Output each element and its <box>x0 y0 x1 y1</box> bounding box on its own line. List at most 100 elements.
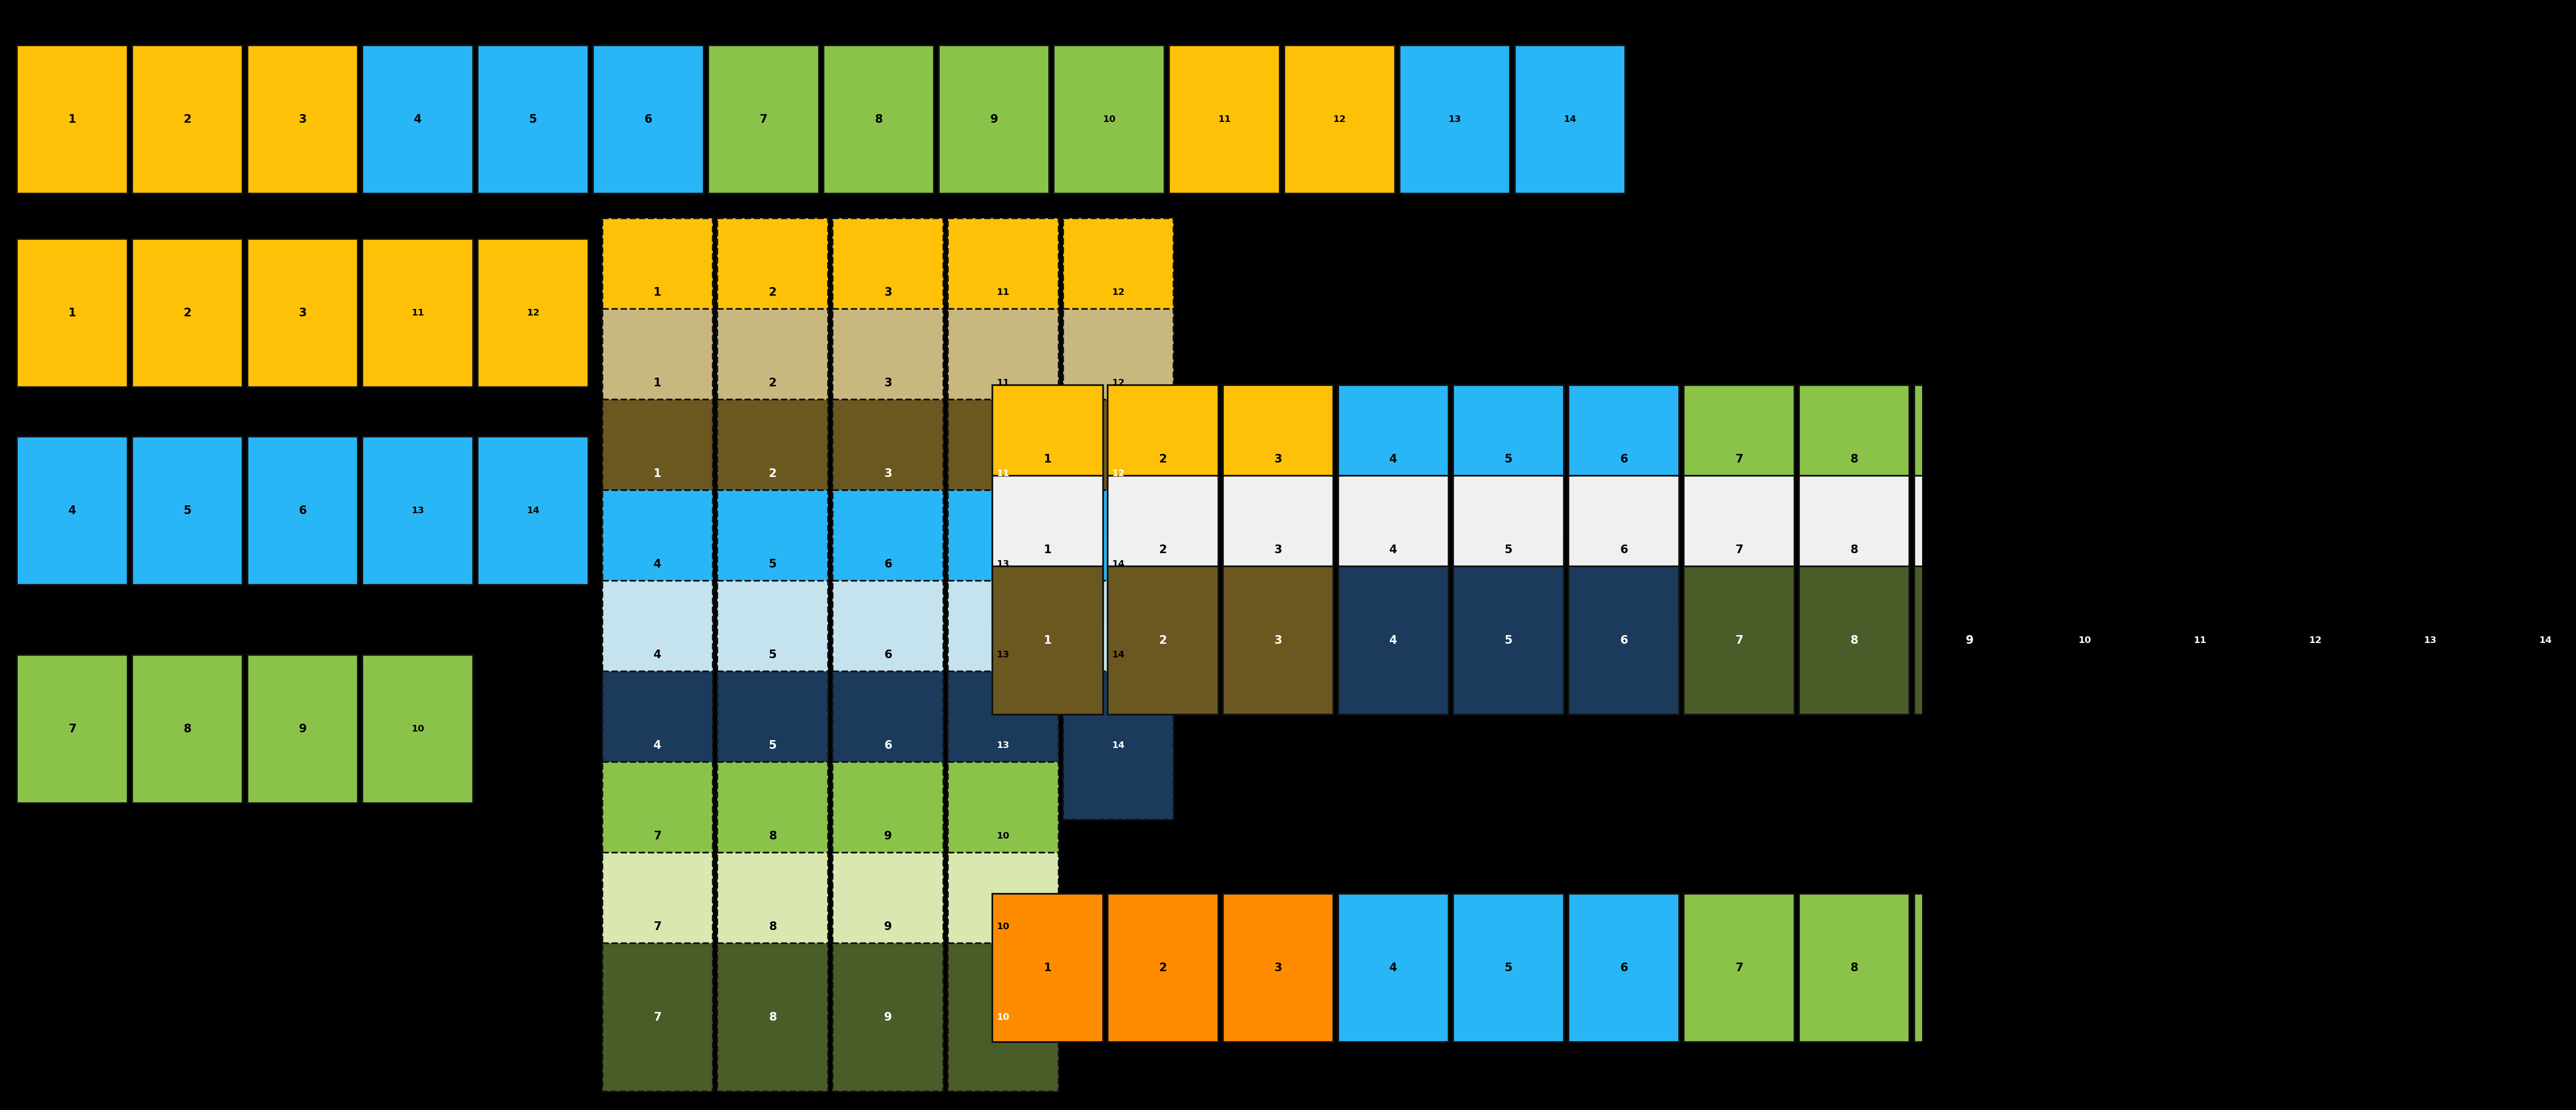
Bar <box>1685 476 1795 624</box>
Bar <box>719 219 827 366</box>
Bar <box>719 491 827 638</box>
Bar <box>1453 894 1564 1042</box>
Bar <box>832 944 943 1091</box>
Text: 2: 2 <box>768 286 778 299</box>
Text: 9: 9 <box>1965 544 1973 556</box>
Bar <box>832 309 943 457</box>
Bar <box>719 761 827 910</box>
Bar <box>592 46 703 193</box>
Bar <box>363 436 474 585</box>
Bar <box>832 219 943 366</box>
Text: 12: 12 <box>2308 546 2321 554</box>
Bar <box>938 46 1048 193</box>
Text: 5: 5 <box>768 739 778 751</box>
Bar <box>948 944 1059 1091</box>
Bar <box>1798 894 1909 1042</box>
Text: 6: 6 <box>1620 544 1628 556</box>
Bar <box>1914 476 2025 624</box>
Bar <box>1685 385 1795 534</box>
Bar <box>948 852 1059 1001</box>
Bar <box>719 309 827 457</box>
Bar <box>477 239 587 387</box>
Bar <box>1064 491 1175 638</box>
Text: 4: 4 <box>415 113 422 125</box>
Text: 8: 8 <box>768 830 778 841</box>
Bar <box>1170 46 1280 193</box>
Bar <box>2375 566 2486 715</box>
Bar <box>992 385 1103 534</box>
Text: 3: 3 <box>299 307 307 319</box>
Bar <box>2030 476 2141 624</box>
Text: 11: 11 <box>997 470 1010 477</box>
Bar <box>1054 46 1164 193</box>
Text: 6: 6 <box>1620 454 1628 465</box>
Text: 2: 2 <box>768 377 778 388</box>
Text: 6: 6 <box>884 649 891 660</box>
Text: 8: 8 <box>768 1011 778 1023</box>
Bar <box>2491 385 2576 534</box>
Bar <box>948 400 1059 548</box>
Bar <box>832 761 943 910</box>
Text: 11: 11 <box>1218 115 1231 123</box>
Bar <box>992 566 1103 715</box>
Text: 10: 10 <box>2079 636 2092 645</box>
Bar <box>18 239 126 387</box>
Bar <box>1685 566 1795 715</box>
Bar <box>1914 385 2025 534</box>
Bar <box>363 239 474 387</box>
Text: 10: 10 <box>2079 455 2092 463</box>
Bar <box>2259 476 2370 624</box>
Text: 8: 8 <box>1850 544 1857 556</box>
Text: 8: 8 <box>1850 454 1857 465</box>
Text: 10: 10 <box>2079 963 2092 972</box>
Text: 11: 11 <box>412 309 425 317</box>
Text: 14: 14 <box>2540 963 2553 972</box>
Bar <box>2375 476 2486 624</box>
Bar <box>131 239 242 387</box>
Text: 13: 13 <box>997 741 1010 749</box>
Text: 5: 5 <box>183 505 191 516</box>
Bar <box>832 852 943 1001</box>
Text: 6: 6 <box>1620 635 1628 646</box>
Text: 14: 14 <box>2540 636 2553 645</box>
Text: 2: 2 <box>1159 962 1167 973</box>
Text: 11: 11 <box>2195 963 2205 972</box>
Bar <box>1569 566 1680 715</box>
Bar <box>1453 566 1564 715</box>
Text: 14: 14 <box>526 506 538 515</box>
Bar <box>832 672 943 819</box>
Bar <box>948 219 1059 366</box>
Text: 6: 6 <box>299 505 307 516</box>
Bar <box>719 944 827 1091</box>
Bar <box>2491 894 2576 1042</box>
Bar <box>1064 581 1175 729</box>
Text: 3: 3 <box>1275 962 1283 973</box>
Bar <box>2030 566 2141 715</box>
Bar <box>948 672 1059 819</box>
Text: 8: 8 <box>1850 635 1857 646</box>
Text: 4: 4 <box>1388 454 1396 465</box>
Text: 9: 9 <box>1965 454 1973 465</box>
Text: 2: 2 <box>183 307 191 319</box>
Text: 5: 5 <box>768 558 778 571</box>
Text: 9: 9 <box>884 830 891 841</box>
Text: 8: 8 <box>876 113 884 125</box>
Bar <box>1453 385 1564 534</box>
Text: 3: 3 <box>884 286 891 299</box>
Text: 7: 7 <box>760 113 768 125</box>
Bar <box>2375 385 2486 534</box>
Text: 4: 4 <box>1388 635 1396 646</box>
Text: 1: 1 <box>654 468 662 480</box>
Text: 13: 13 <box>412 506 425 515</box>
Text: 4: 4 <box>654 649 662 660</box>
Text: 3: 3 <box>884 377 891 388</box>
Text: 9: 9 <box>989 113 997 125</box>
Bar <box>992 476 1103 624</box>
Bar <box>948 581 1059 729</box>
Bar <box>1337 385 1448 534</box>
Text: 12: 12 <box>1113 289 1126 296</box>
Bar <box>1337 894 1448 1042</box>
Text: 1: 1 <box>67 307 77 319</box>
Bar <box>2259 566 2370 715</box>
Bar <box>1914 894 2025 1042</box>
